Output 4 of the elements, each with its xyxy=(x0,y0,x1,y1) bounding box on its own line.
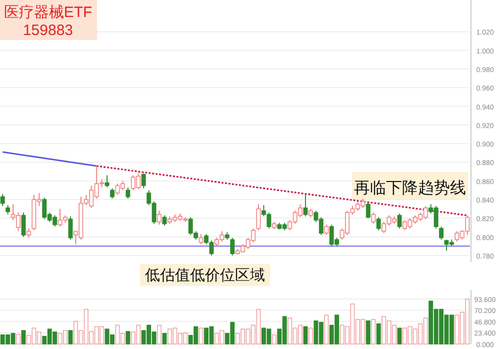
chart-title: 医疗器械ETF xyxy=(4,4,92,21)
annotation: 再临下降趋势线 xyxy=(354,179,466,197)
text: 159883 xyxy=(22,22,74,39)
text: 低估值低价位区域 xyxy=(145,267,265,284)
